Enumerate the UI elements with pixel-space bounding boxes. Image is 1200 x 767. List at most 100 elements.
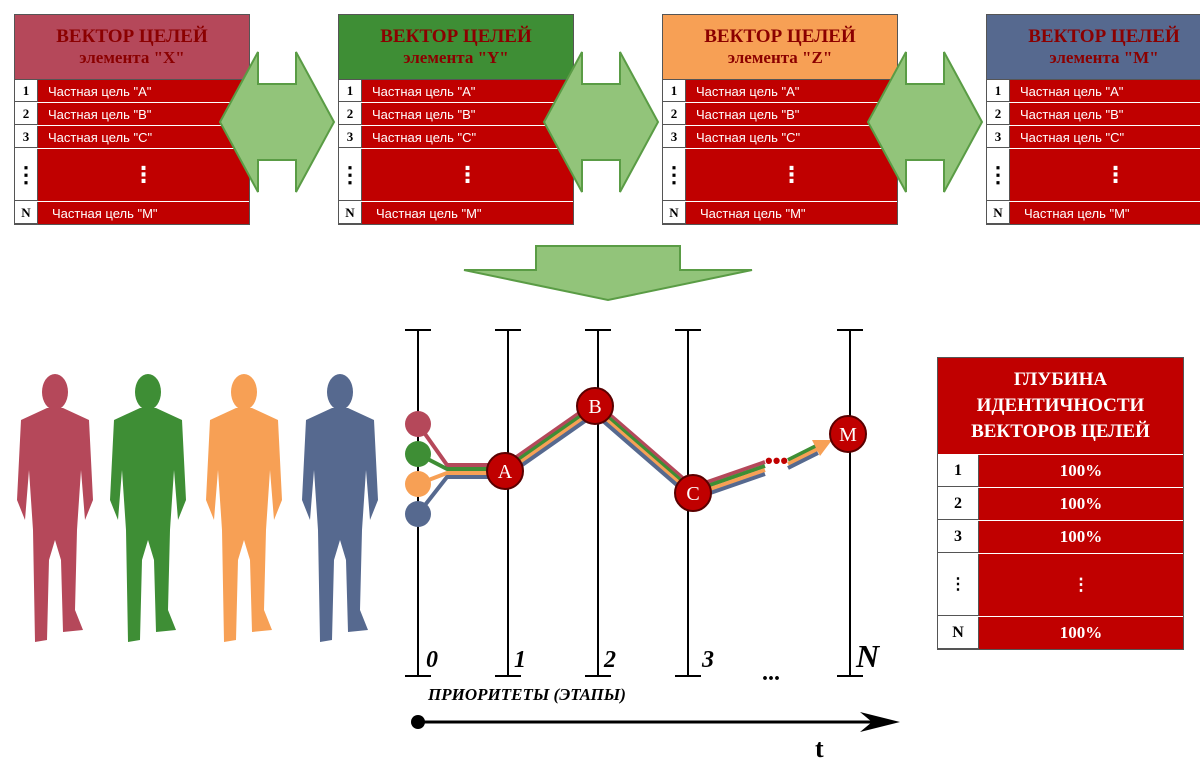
stage-label: 1 [514,647,526,673]
goal-row-text: Частная цель "B" [38,103,249,125]
vector-title: ВЕКТОР ЦЕЛЕЙ [704,26,856,48]
vector-header: ВЕКТОР ЦЕЛЕЙ элемента "Z" [663,15,897,80]
start-circles [405,411,431,527]
identity-row: 1 100% [938,455,1183,488]
goal-row-text: Частная цель "A" [1010,80,1200,102]
goal-row-text: Частная цель "C" [686,126,897,148]
goal-row-text: ⋮ [38,149,249,201]
goal-row: 1 Частная цель "A" [663,80,897,103]
goal-row: 3 Частная цель "C" [663,126,897,149]
goal-row-text: Частная цель "B" [686,103,897,125]
goal-row-text: Частная цель "M" [362,202,573,224]
identity-row-value: ⋮ [979,554,1183,616]
identity-depth-table: ГЛУБИНА ИДЕНТИЧНОСТИ ВЕКТОРОВ ЦЕЛЕЙ 1 100… [937,357,1184,650]
stage-line [585,329,611,677]
identity-row-value: 100% [979,521,1183,553]
double-arrow-3 [866,51,984,193]
vector-header: ВЕКТОР ЦЕЛЕЙ элемента "Y" [339,15,573,80]
goal-row-text: Частная цель "M" [686,202,897,224]
vector-title: ВЕКТОР ЦЕЛЕЙ [380,26,532,48]
vector-header: ВЕКТОР ЦЕЛЕЙ элемента "X" [15,15,249,80]
identity-row-number: N [938,617,979,649]
goal-row-number: 2 [987,103,1010,125]
stage-label: 3 [701,647,714,673]
vector-subtitle: элемента "X" [79,48,185,68]
goal-row-number: ⋮ [663,149,686,201]
identity-row-number: ⋮ [938,554,979,616]
person-silhouette [17,374,93,642]
goal-row-text: Частная цель "M" [38,202,249,224]
stage-line [495,329,521,677]
goal-row: 2 Частная цель "B" [339,103,573,126]
priorities-label: ПРИОРИТЕТЫ (ЭТАПЫ) [427,685,626,704]
goal-row-number: 2 [663,103,686,125]
time-axis [411,712,900,732]
goal-row: 3 Частная цель "C" [987,126,1200,149]
identity-row-value: 100% [979,488,1183,520]
goal-row: N Частная цель "M" [663,202,897,224]
identity-row-value: 100% [979,455,1183,487]
goal-row-text: Частная цель "B" [362,103,573,125]
person-silhouette [302,374,378,642]
goal-row-number: N [987,202,1010,224]
stage-label: 2 [603,647,616,673]
goal-row-number: ⋮ [339,149,362,201]
goal-row-number: 2 [339,103,362,125]
goal-row-number: 3 [987,126,1010,148]
goal-row: N Частная цель "M" [339,202,573,224]
goal-row-text: ⋮ [362,149,573,201]
goal-row-number: N [15,202,38,224]
stage-label: ... [762,660,780,686]
vector-header: ВЕКТОР ЦЕЛЕЙ элемента "M" [987,15,1200,80]
goal-row: N Частная цель "M" [15,202,249,224]
time-label: t [815,734,824,763]
down-arrow [463,245,753,302]
goal-node-label: A [498,461,513,483]
goal-row: 2 Частная цель "B" [987,103,1200,126]
goal-row: 1 Частная цель "A" [987,80,1200,103]
identity-row: ⋮ ⋮ [938,554,1183,617]
goal-vector-z: ВЕКТОР ЦЕЛЕЙ элемента "Z" 1 Частная цель "A… [662,14,898,225]
goal-row-text: Частная цель "A" [686,80,897,102]
goal-row: ⋮ ⋮ [15,149,249,202]
goal-row: 3 Частная цель "C" [15,126,249,149]
goal-node-label: M [839,424,857,446]
double-arrow-1 [218,51,336,193]
goal-node-label: C [686,483,699,505]
goal-vector-m: ВЕКТОР ЦЕЛЕЙ элемента "M" 1 Частная цель "A… [986,14,1200,225]
goal-node-b: B [576,387,614,425]
goal-row: 1 Частная цель "A" [15,80,249,103]
goal-row: ⋮ ⋮ [987,149,1200,202]
identity-row-number: 2 [938,488,979,520]
identity-title: ГЛУБИНА ИДЕНТИЧНОСТИ ВЕКТОРОВ ЦЕЛЕЙ [938,358,1183,455]
goal-row: ⋮ ⋮ [663,149,897,202]
identity-row: 3 100% [938,521,1183,554]
goal-row-text: ⋮ [686,149,897,201]
goal-row-number: 3 [663,126,686,148]
vector-subtitle: элемента "Z" [727,48,833,68]
goal-row-text: Частная цель "C" [1010,126,1200,148]
goal-row: 2 Частная цель "B" [15,103,249,126]
goal-row: 1 Частная цель "A" [339,80,573,103]
goal-row-text: Частная цель "A" [38,80,249,102]
goal-node-c: C [674,474,712,512]
vector-subtitle: элемента "Y" [403,48,509,68]
vector-title: ВЕКТОР ЦЕЛЕЙ [1028,26,1180,48]
people-silhouettes [17,374,378,642]
identity-row: 2 100% [938,488,1183,521]
goal-row: 2 Частная цель "B" [663,103,897,126]
goal-node-m: M [829,415,867,453]
goal-row-number: ⋮ [15,149,38,201]
arrow-to-m [787,440,832,470]
goal-row-text: Частная цель "C" [38,126,249,148]
goal-row-number: ⋮ [987,149,1010,201]
identity-row-number: 1 [938,455,979,487]
goal-row-number: N [339,202,362,224]
goal-row-text: Частная цель "B" [1010,103,1200,125]
goal-row-number: 1 [987,80,1010,102]
goal-row-text: Частная цель "C" [362,126,573,148]
goal-row-number: 1 [663,80,686,102]
goal-vector-y: ВЕКТОР ЦЕЛЕЙ элемента "Y" 1 Частная цель "A… [338,14,574,225]
person-silhouette [110,374,186,642]
